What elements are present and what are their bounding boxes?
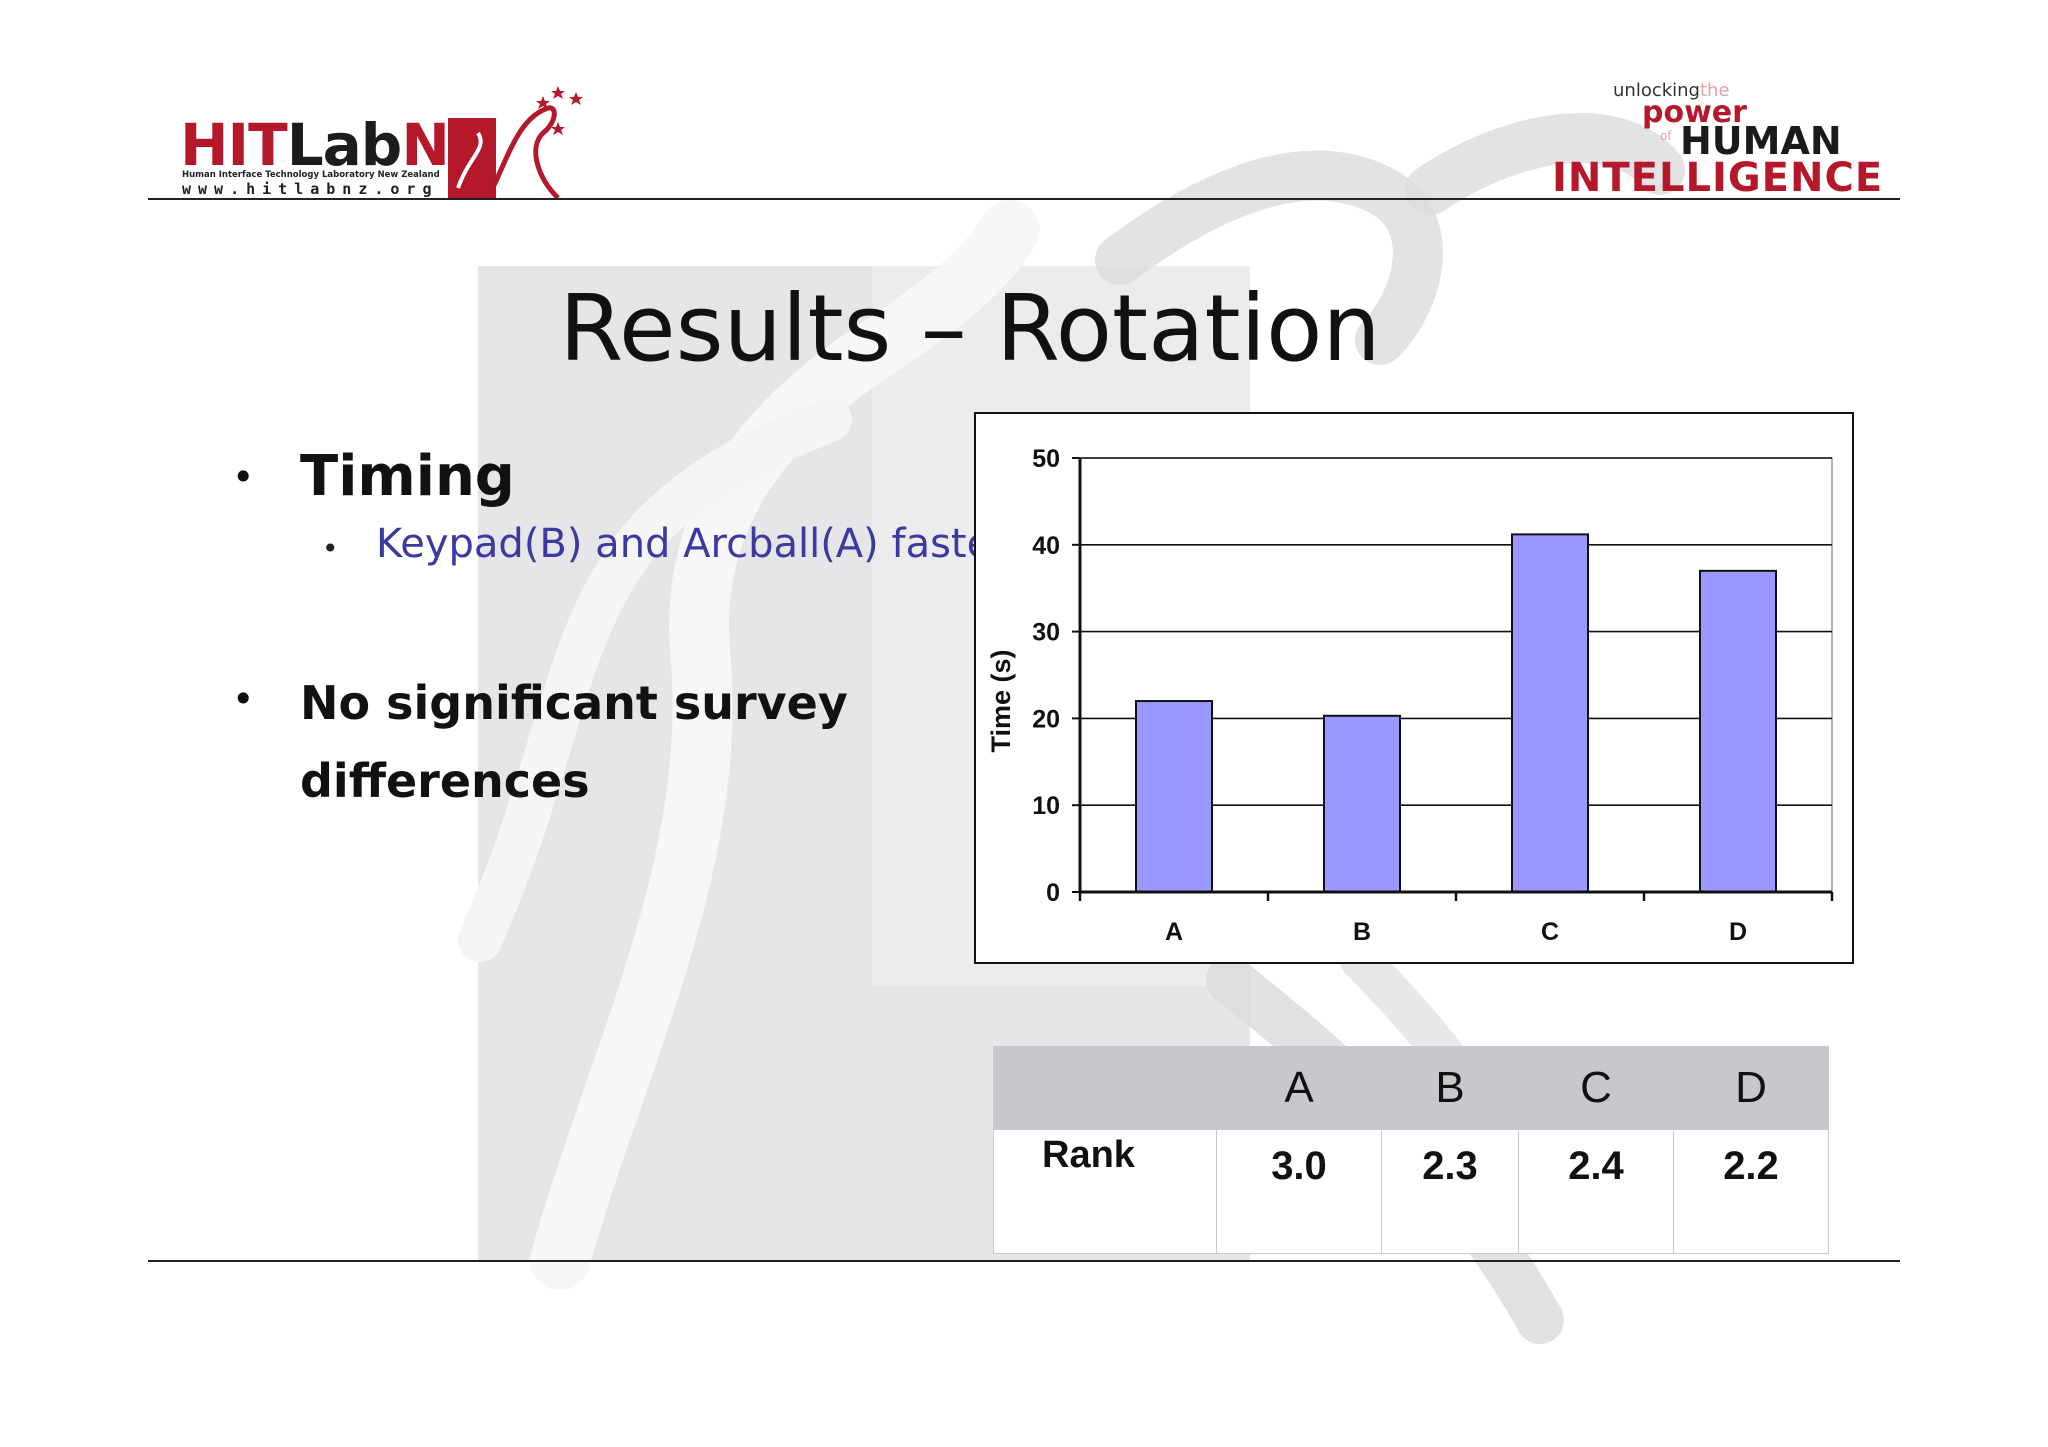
- rank-table-header-row: A B C D: [993, 1046, 1829, 1130]
- rank-row-label: Rank: [993, 1129, 1217, 1254]
- rank-value-b: 2.3: [1381, 1129, 1519, 1254]
- rank-value-a: 3.0: [1216, 1129, 1382, 1254]
- y-tick-label: 30: [1032, 619, 1060, 647]
- bar-b: [1323, 714, 1401, 893]
- rank-value-c: 2.4: [1518, 1129, 1674, 1254]
- rank-table-header-d: D: [1673, 1046, 1829, 1130]
- y-tick-label: 20: [1032, 705, 1060, 733]
- y-tick-label: 50: [1032, 445, 1060, 473]
- bar-c: [1511, 533, 1589, 893]
- bullet-dot: •: [232, 455, 255, 499]
- logo-text-unlocking: unlocking: [1613, 80, 1700, 101]
- wordmark-lab: Lab: [286, 111, 403, 179]
- x-tick-label: D: [1729, 918, 1747, 946]
- footer-divider: [148, 1260, 1900, 1262]
- y-axis-label: Time (s): [986, 649, 1016, 752]
- y-tick-label: 0: [1046, 879, 1060, 907]
- logo-text-of: of: [1660, 129, 1672, 143]
- y-tick-label: 10: [1032, 792, 1060, 820]
- bar-chart-svg: 0 10 20 30 40 50 A B C D Time (s): [986, 445, 1834, 946]
- hitlabnz-url: www.hitlabnz.org: [182, 180, 439, 198]
- rank-table-header-c: C: [1518, 1046, 1674, 1130]
- bar-chart: 0 10 20 30 40 50 A B C D Time (s): [974, 412, 1854, 964]
- hitlabnz-wordmark: HITLabNZ: [180, 116, 491, 174]
- header-divider: [148, 198, 1900, 200]
- hitlabnz-emblem-icon: [448, 86, 583, 200]
- rank-table-header-b: B: [1381, 1046, 1519, 1130]
- x-tick-label: B: [1353, 918, 1371, 946]
- rank-table-row: Rank 3.0 2.3 2.4 2.2: [993, 1129, 1829, 1254]
- y-tick-label: 40: [1032, 532, 1060, 560]
- bullet-survey: No significant survey differences: [300, 676, 848, 808]
- bar-a: [1135, 700, 1213, 894]
- rank-value-d: 2.2: [1673, 1129, 1829, 1254]
- slide-title: Results – Rotation: [559, 275, 1381, 382]
- logo-text-human: HUMAN: [1680, 119, 1842, 163]
- hitlabnz-subtitle: Human Interface Technology Laboratory Ne…: [182, 170, 440, 180]
- rank-table-corner: [993, 1046, 1217, 1130]
- bullet-timing: Timing: [300, 444, 515, 509]
- logo-text-the: the: [1700, 80, 1730, 101]
- rank-table-header-a: A: [1216, 1046, 1382, 1130]
- bullet-dot: •: [232, 677, 255, 721]
- hitlabnz-logo: HITLabNZ Human Interface Technology Labo…: [178, 78, 598, 203]
- x-tick-label: A: [1165, 918, 1183, 946]
- bar-d: [1699, 569, 1777, 893]
- rank-table: A B C D Rank 3.0 2.3 2.4 2.2: [993, 1046, 1829, 1254]
- x-tick-label: C: [1541, 918, 1559, 946]
- logo-text-intelligence: INTELLIGENCE: [1552, 155, 1884, 201]
- sub-bullet-dot: •: [322, 532, 339, 565]
- sub-bullet-fastest: Keypad(B) and Arcball(A) fastest: [376, 521, 1028, 567]
- logo-text-power: power: [1642, 95, 1747, 130]
- unlocking-human-intelligence-logo: unlocking the power of HUMAN INTELLIGENC…: [1540, 78, 1890, 203]
- wordmark-hit: HIT: [180, 111, 288, 179]
